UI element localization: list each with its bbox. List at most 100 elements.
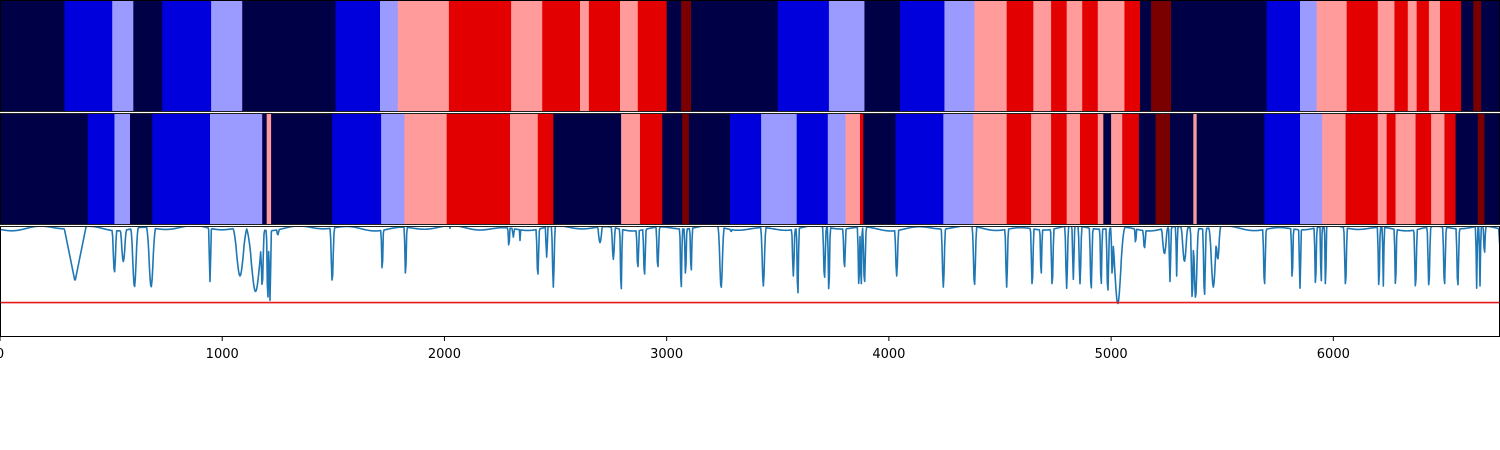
heatmap-cell xyxy=(621,113,641,225)
heatmap-cell xyxy=(1316,0,1348,112)
heatmap-cell xyxy=(1386,113,1396,225)
heatmap-cell xyxy=(640,113,663,225)
heatmap-cell xyxy=(1473,0,1482,112)
heatmap-cell xyxy=(1097,0,1125,112)
heatmap-cell xyxy=(1151,0,1172,112)
heatmap-cell xyxy=(895,113,944,225)
heatmap-cell xyxy=(1395,113,1416,225)
heatmap-cell xyxy=(620,0,639,112)
heatmap-cell xyxy=(133,0,163,112)
heatmap-cell xyxy=(860,113,864,225)
heatmap-cell xyxy=(211,0,243,112)
heatmap-cell xyxy=(266,113,272,225)
heatmap-cell xyxy=(691,0,779,112)
x-tick-label: 6000 xyxy=(1317,347,1350,362)
heatmap-cell xyxy=(1461,0,1474,112)
heatmap-cell xyxy=(537,113,554,225)
heatmap-cell xyxy=(1051,0,1068,112)
heatmap-cell xyxy=(1155,113,1171,225)
heatmap-cell xyxy=(380,0,399,112)
heatmap-cell xyxy=(1066,0,1083,112)
heatmap-cell xyxy=(777,0,830,112)
heatmap-cell xyxy=(64,0,113,112)
heatmap-cell xyxy=(1440,0,1462,112)
series-line xyxy=(0,224,1500,305)
heatmap-cell xyxy=(1196,113,1265,225)
heatmap-cell xyxy=(1033,0,1052,112)
x-tick-label: 3000 xyxy=(650,347,683,362)
heatmap-cell xyxy=(112,0,134,112)
heatmap-cell xyxy=(1394,0,1409,112)
heatmap-cell xyxy=(1300,0,1318,112)
heatmap-cell xyxy=(1431,113,1445,225)
heatmap-cell xyxy=(130,113,153,225)
heatmap-cell xyxy=(242,0,336,112)
heatmap-cell xyxy=(845,113,861,225)
heatmap-cell xyxy=(1264,113,1301,225)
heatmap-cell xyxy=(152,113,211,225)
heatmap-cell xyxy=(662,113,683,225)
heatmap-cell xyxy=(210,113,263,225)
heatmap-top xyxy=(0,0,1500,112)
heatmap-cell xyxy=(588,0,621,112)
x-tick-label: 0 xyxy=(0,347,4,362)
plot-area xyxy=(0,226,1500,337)
heatmap-cell xyxy=(1031,113,1052,225)
heatmap-cell xyxy=(553,113,622,225)
heatmap-cell xyxy=(162,0,212,112)
x-tick-label: 1000 xyxy=(206,347,239,362)
heatmap-middle xyxy=(0,113,1500,225)
heatmap-cell xyxy=(404,113,448,225)
heatmap-cell xyxy=(944,0,975,112)
heatmap-cell xyxy=(1124,0,1141,112)
heatmap-cell xyxy=(1051,113,1068,225)
heatmap-cell xyxy=(1416,0,1430,112)
heatmap-cell xyxy=(1327,113,1346,225)
heatmap-cell xyxy=(666,0,682,112)
heatmap-cell xyxy=(1066,113,1081,225)
heatmap-cell xyxy=(511,0,543,112)
heatmap-cell xyxy=(1103,113,1112,225)
heatmap-cell xyxy=(332,113,382,225)
heatmap-cell xyxy=(1140,0,1152,112)
heatmap-cell xyxy=(1300,113,1323,225)
heatmap-cell xyxy=(1477,113,1485,225)
heatmap-cell xyxy=(973,113,1008,225)
heatmap-cell xyxy=(580,0,590,112)
heatmap-cell xyxy=(1345,113,1379,225)
heatmap-cell xyxy=(1455,113,1479,225)
heatmap-cell xyxy=(827,113,846,225)
heatmap-cell xyxy=(542,0,581,112)
heatmap-cell xyxy=(335,0,381,112)
heatmap-cell xyxy=(943,113,974,225)
heatmap-cell xyxy=(863,113,896,225)
heatmap-cell xyxy=(1377,0,1395,112)
heatmap-cell xyxy=(1097,113,1104,225)
heatmap-cell xyxy=(1171,0,1268,112)
heatmap-cell xyxy=(1006,113,1032,225)
heatmap-cell xyxy=(1080,113,1099,225)
heatmap-cell xyxy=(1266,0,1301,112)
heatmap-cell xyxy=(1415,113,1432,225)
heatmap-cell xyxy=(974,0,1008,112)
heatmap-cell xyxy=(1322,113,1329,225)
heatmap-cell xyxy=(688,113,731,225)
x-axis: 0 1000 2000 3000 4000 5000 6000 xyxy=(0,337,1350,362)
heatmap-cell xyxy=(1170,113,1194,225)
heatmap-cell xyxy=(262,113,268,225)
heatmap-cell xyxy=(1444,113,1456,225)
heatmap-cell xyxy=(1193,113,1198,225)
heatmap-cell xyxy=(446,113,511,225)
heatmap-cell xyxy=(761,113,798,225)
heatmap-cell xyxy=(381,113,405,225)
x-tick-label: 2000 xyxy=(428,347,461,362)
heatmap-cell xyxy=(1484,113,1500,225)
heatmap-cell xyxy=(1481,0,1500,112)
heatmap-cell xyxy=(1377,113,1388,225)
heatmap-cell xyxy=(397,0,450,112)
heatmap-cell xyxy=(796,113,829,225)
heatmap-cell xyxy=(864,0,901,112)
heatmap-cell xyxy=(681,0,692,112)
heatmap-cell xyxy=(730,113,762,225)
